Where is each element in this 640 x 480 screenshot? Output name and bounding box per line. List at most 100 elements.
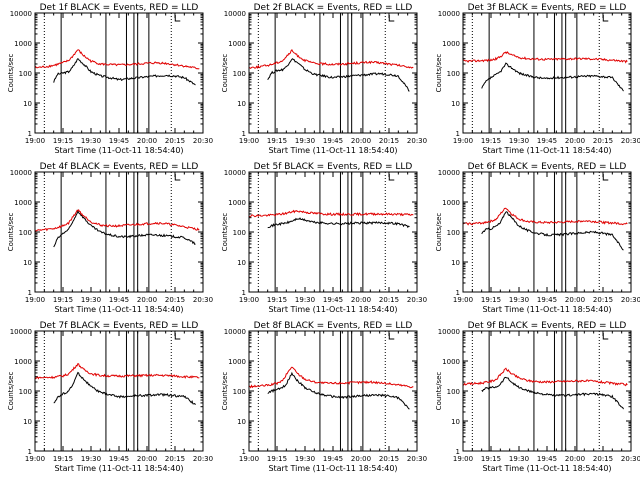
detector-panel-7: Det 7f BLACK = Events, RED = LLD 1 10 100 10… bbox=[7, 321, 213, 473]
y-tick-label: 100 bbox=[447, 70, 460, 78]
series-events bbox=[267, 371, 410, 410]
y-tick-label: 10000 bbox=[438, 328, 460, 336]
x-tick-label: 20:15 bbox=[593, 455, 613, 463]
x-tick-label: 19:45 bbox=[537, 455, 557, 463]
x-tick-label: 19:15 bbox=[481, 137, 501, 145]
series-lld bbox=[34, 209, 200, 233]
y-axis-label: Counts/sec bbox=[435, 54, 443, 93]
series-lld bbox=[34, 49, 200, 70]
panel-title: Det 8f BLACK = Events, RED = LLD bbox=[254, 321, 413, 331]
plot-frame bbox=[462, 12, 632, 134]
x-tick-label: 19:15 bbox=[481, 455, 501, 463]
x-tick-label: 19:30 bbox=[295, 137, 315, 145]
detector-panel-5: Det 5f BLACK = Events, RED = LLD 1 10 100 10… bbox=[221, 162, 427, 314]
x-tick-label: 19:45 bbox=[323, 137, 343, 145]
panel-title: Det 4f BLACK = Events, RED = LLD bbox=[40, 162, 199, 172]
y-axis-label: Counts/sec bbox=[7, 213, 15, 252]
y-tick-label: 1000 bbox=[228, 358, 246, 366]
y-tick-label: 10 bbox=[237, 100, 246, 108]
y-axis-label: Counts/sec bbox=[221, 54, 229, 93]
y-axis-label: Counts/sec bbox=[435, 213, 443, 252]
y-tick-label: 1 bbox=[456, 130, 460, 138]
x-tick-label: 20:15 bbox=[379, 455, 399, 463]
x-tick-label: 20:30 bbox=[621, 296, 640, 304]
y-tick-label: 100 bbox=[447, 229, 460, 237]
x-tick-label: 20:00 bbox=[351, 296, 371, 304]
series-events bbox=[267, 217, 410, 229]
y-tick-label: 100 bbox=[19, 70, 32, 78]
y-tick-label: 1000 bbox=[14, 199, 32, 207]
y-tick-label: 1000 bbox=[442, 199, 460, 207]
y-tick-label: 1 bbox=[242, 448, 246, 456]
x-tick-label: 20:00 bbox=[565, 296, 585, 304]
x-tick-label: 19:15 bbox=[53, 296, 73, 304]
y-tick-label: 1000 bbox=[442, 358, 460, 366]
series-events bbox=[267, 58, 410, 92]
x-tick-label: 20:15 bbox=[165, 137, 185, 145]
y-tick-label: 1 bbox=[456, 448, 460, 456]
y-tick-label: 10000 bbox=[10, 169, 32, 177]
x-tick-label: 19:45 bbox=[323, 296, 343, 304]
y-tick-label: 10 bbox=[451, 100, 460, 108]
series-events bbox=[481, 376, 624, 410]
marker-label bbox=[174, 15, 181, 22]
x-tick-label: 20:00 bbox=[137, 296, 157, 304]
x-tick-label: 20:15 bbox=[379, 137, 399, 145]
x-tick-label: 19:30 bbox=[295, 455, 315, 463]
y-tick-label: 100 bbox=[447, 388, 460, 396]
y-tick-label: 10000 bbox=[224, 169, 246, 177]
y-tick-label: 10000 bbox=[438, 10, 460, 18]
x-axis-label: Start Time (11-Oct-11 18:54:40) bbox=[268, 305, 397, 314]
y-tick-label: 1000 bbox=[228, 40, 246, 48]
y-tick-label: 1 bbox=[242, 130, 246, 138]
y-axis-label: Counts/sec bbox=[221, 213, 229, 252]
detector-panel-2: Det 2f BLACK = Events, RED = LLD 1 10 100 10… bbox=[221, 3, 427, 155]
series-lld bbox=[248, 209, 414, 218]
x-axis-label: Start Time (11-Oct-11 18:54:40) bbox=[268, 464, 397, 473]
y-axis-label: Counts/sec bbox=[7, 372, 15, 411]
panel-title: Det 2f BLACK = Events, RED = LLD bbox=[254, 3, 413, 13]
x-tick-label: 19:00 bbox=[239, 137, 259, 145]
x-tick-label: 20:00 bbox=[137, 137, 157, 145]
x-tick-label: 19:45 bbox=[537, 137, 557, 145]
x-tick-label: 20:30 bbox=[407, 455, 427, 463]
y-tick-label: 100 bbox=[19, 388, 32, 396]
y-tick-label: 10000 bbox=[224, 10, 246, 18]
x-tick-label: 20:30 bbox=[407, 137, 427, 145]
x-tick-label: 20:00 bbox=[137, 455, 157, 463]
y-tick-label: 10 bbox=[451, 418, 460, 426]
x-tick-label: 19:00 bbox=[25, 296, 45, 304]
series-lld bbox=[248, 366, 414, 389]
x-tick-label: 19:15 bbox=[267, 296, 287, 304]
x-axis-label: Start Time (11-Oct-11 18:54:40) bbox=[268, 146, 397, 155]
series-events bbox=[53, 209, 196, 248]
x-tick-label: 20:15 bbox=[593, 137, 613, 145]
x-tick-label: 20:15 bbox=[165, 296, 185, 304]
y-tick-label: 1 bbox=[28, 448, 32, 456]
plot-frame bbox=[462, 330, 632, 452]
detector-panel-6: Det 6f BLACK = Events, RED = LLD 1 10 100 10… bbox=[435, 162, 640, 314]
x-tick-label: 20:30 bbox=[407, 296, 427, 304]
x-tick-label: 19:45 bbox=[109, 296, 129, 304]
x-tick-label: 20:00 bbox=[351, 137, 371, 145]
y-tick-label: 10 bbox=[23, 259, 32, 267]
panel-title: Det 1f BLACK = Events, RED = LLD bbox=[40, 3, 199, 13]
y-tick-label: 1000 bbox=[228, 199, 246, 207]
y-tick-label: 10 bbox=[23, 418, 32, 426]
y-tick-label: 1 bbox=[456, 289, 460, 297]
x-tick-label: 20:00 bbox=[565, 455, 585, 463]
panel-title: Det 3f BLACK = Events, RED = LLD bbox=[468, 3, 627, 13]
x-tick-label: 19:15 bbox=[53, 455, 73, 463]
x-tick-label: 19:00 bbox=[239, 455, 259, 463]
x-tick-label: 19:30 bbox=[81, 137, 101, 145]
panel-title: Det 6f BLACK = Events, RED = LLD bbox=[468, 162, 627, 172]
marker-label bbox=[174, 174, 181, 181]
marker-label bbox=[602, 174, 609, 181]
y-tick-label: 100 bbox=[233, 229, 246, 237]
x-tick-label: 19:30 bbox=[509, 455, 529, 463]
x-tick-label: 19:30 bbox=[295, 296, 315, 304]
y-tick-label: 1000 bbox=[14, 358, 32, 366]
panel-title: Det 7f BLACK = Events, RED = LLD bbox=[40, 321, 199, 331]
